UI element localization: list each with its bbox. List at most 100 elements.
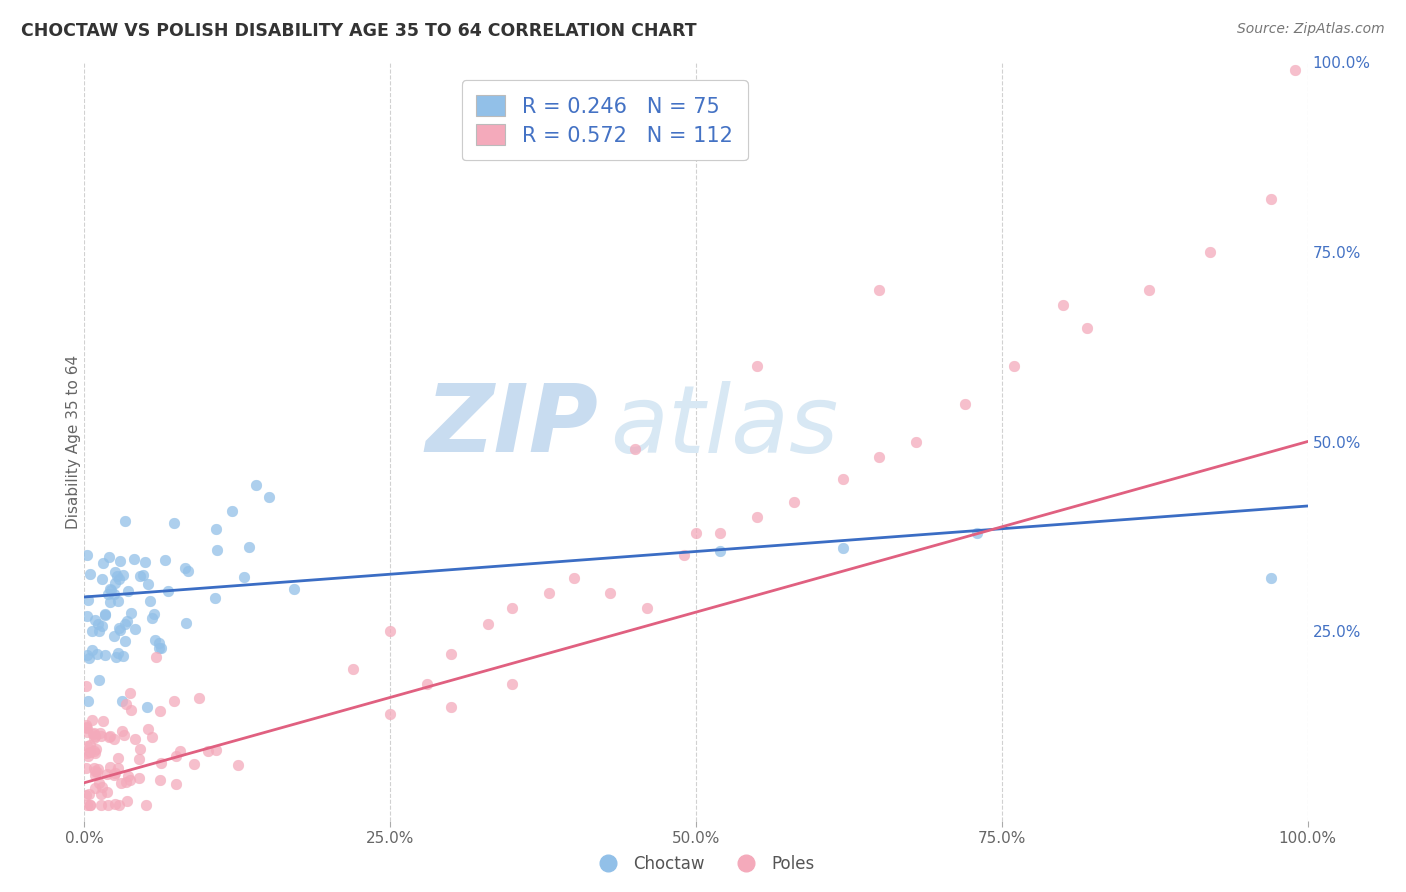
Text: ZIP: ZIP bbox=[425, 380, 598, 473]
Point bbox=[90, 572, 112, 586]
Point bbox=[87, 624, 110, 638]
Point bbox=[83, 747, 105, 761]
Point bbox=[233, 570, 256, 584]
Point bbox=[107, 621, 129, 635]
Point bbox=[75, 788, 97, 802]
Point bbox=[869, 283, 891, 297]
Point bbox=[141, 611, 163, 625]
Point bbox=[134, 555, 156, 569]
Point bbox=[76, 798, 98, 813]
Point bbox=[163, 694, 186, 708]
Point bbox=[83, 744, 105, 758]
Point bbox=[163, 516, 186, 530]
Point bbox=[197, 744, 219, 758]
Point bbox=[143, 607, 166, 621]
Point bbox=[90, 780, 112, 795]
Point bbox=[108, 572, 131, 586]
Point bbox=[966, 525, 988, 540]
Point bbox=[122, 552, 145, 566]
Point bbox=[79, 798, 101, 813]
Point bbox=[205, 542, 228, 557]
Point bbox=[869, 450, 891, 464]
Point bbox=[145, 649, 167, 664]
Text: CHOCTAW VS POLISH DISABILITY AGE 35 TO 64 CORRELATION CHART: CHOCTAW VS POLISH DISABILITY AGE 35 TO 6… bbox=[21, 22, 697, 40]
Point bbox=[149, 773, 172, 788]
Point bbox=[114, 634, 136, 648]
Point bbox=[502, 601, 524, 615]
Point bbox=[114, 617, 136, 632]
Point bbox=[136, 699, 159, 714]
Point bbox=[115, 774, 138, 789]
Point bbox=[120, 703, 142, 717]
Point bbox=[128, 569, 150, 583]
Point bbox=[205, 522, 228, 536]
Point bbox=[98, 729, 121, 743]
Point bbox=[115, 794, 138, 808]
Point bbox=[97, 798, 120, 813]
Point bbox=[148, 641, 170, 656]
Point bbox=[76, 725, 98, 739]
Point bbox=[115, 615, 138, 629]
Point bbox=[83, 761, 105, 775]
Point bbox=[87, 673, 110, 687]
Point bbox=[90, 729, 112, 743]
Point bbox=[221, 504, 243, 518]
Point bbox=[136, 722, 159, 736]
Point bbox=[112, 729, 135, 743]
Point bbox=[1137, 283, 1160, 297]
Point bbox=[100, 582, 122, 597]
Point bbox=[97, 586, 120, 600]
Point bbox=[204, 591, 226, 605]
Point bbox=[104, 576, 127, 591]
Point bbox=[1076, 320, 1098, 334]
Point bbox=[96, 767, 118, 781]
Point bbox=[107, 646, 129, 660]
Point bbox=[75, 679, 97, 693]
Point bbox=[624, 442, 647, 457]
Point bbox=[136, 577, 159, 591]
Point bbox=[477, 616, 499, 631]
Point bbox=[709, 525, 731, 540]
Point bbox=[156, 583, 179, 598]
Point bbox=[79, 798, 101, 813]
Point bbox=[174, 615, 197, 630]
Point bbox=[685, 525, 707, 540]
Point bbox=[98, 582, 121, 596]
Point bbox=[599, 586, 621, 600]
Point bbox=[94, 648, 117, 662]
Point bbox=[83, 764, 105, 779]
Point bbox=[103, 565, 125, 579]
Point bbox=[562, 571, 585, 585]
Point bbox=[672, 548, 695, 563]
Point bbox=[79, 738, 101, 752]
Point bbox=[84, 741, 107, 756]
Point bbox=[165, 748, 187, 763]
Point bbox=[103, 587, 125, 601]
Point bbox=[245, 477, 267, 491]
Point bbox=[79, 567, 101, 582]
Point bbox=[84, 613, 107, 627]
Point bbox=[440, 699, 463, 714]
Point bbox=[82, 727, 104, 741]
Point bbox=[77, 593, 100, 607]
Point bbox=[75, 720, 97, 734]
Point bbox=[169, 744, 191, 758]
Text: atlas: atlas bbox=[610, 381, 838, 472]
Point bbox=[77, 694, 100, 708]
Point bbox=[90, 798, 112, 813]
Point bbox=[76, 739, 98, 754]
Point bbox=[100, 760, 122, 774]
Point bbox=[1284, 62, 1306, 77]
Point bbox=[84, 780, 107, 795]
Legend: R = 0.246   N = 75, R = 0.572   N = 112: R = 0.246 N = 75, R = 0.572 N = 112 bbox=[461, 80, 748, 161]
Point bbox=[86, 648, 108, 662]
Point bbox=[91, 619, 114, 633]
Point bbox=[1198, 244, 1220, 259]
Point bbox=[139, 594, 162, 608]
Point bbox=[108, 798, 131, 813]
Point bbox=[118, 773, 141, 788]
Point bbox=[153, 553, 176, 567]
Point bbox=[502, 677, 524, 691]
Point bbox=[98, 549, 121, 564]
Point bbox=[117, 769, 139, 783]
